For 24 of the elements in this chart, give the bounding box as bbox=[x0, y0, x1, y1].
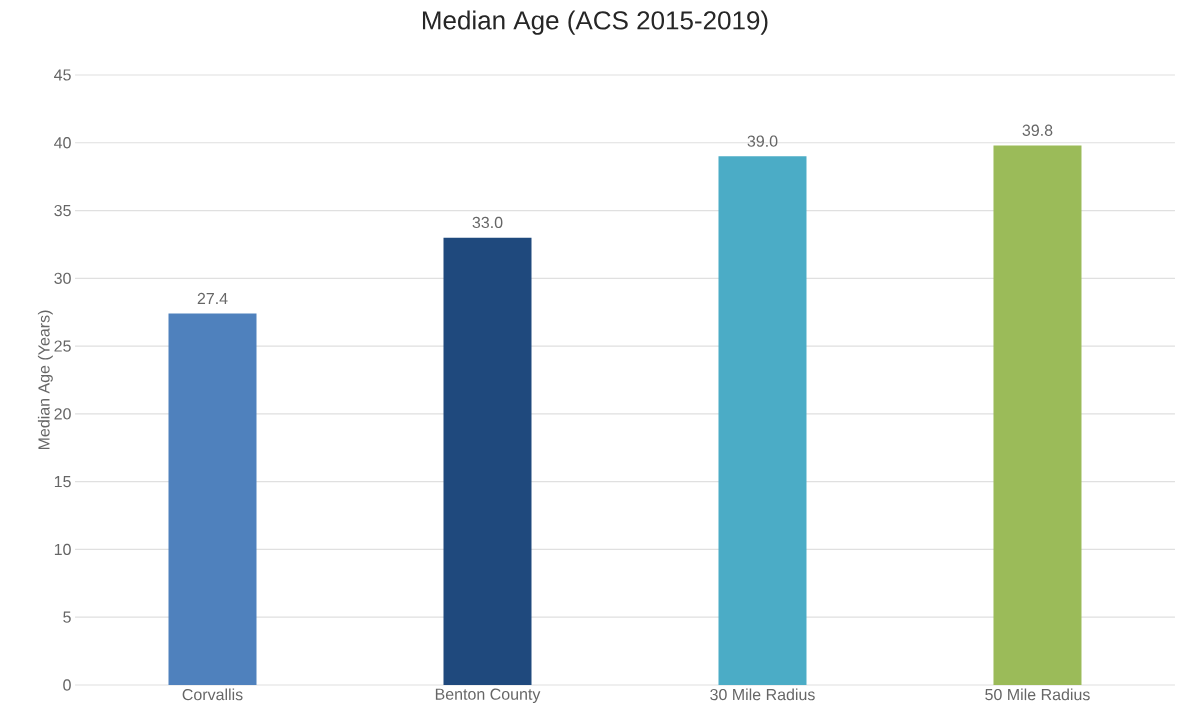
y-tick-label: 15 bbox=[54, 476, 71, 488]
bar bbox=[718, 156, 807, 685]
data-label: 33.0 bbox=[472, 216, 503, 229]
data-label: 27.4 bbox=[197, 292, 228, 305]
x-tick-label: Corvallis bbox=[182, 688, 243, 701]
data-label: 39.0 bbox=[747, 135, 778, 147]
chart-title: Median Age (ACS 2015-2019) bbox=[422, 10, 768, 35]
y-tick-label: 5 bbox=[63, 611, 71, 623]
y-tick-label: 20 bbox=[54, 408, 71, 420]
y-tick-label: 10 bbox=[54, 543, 71, 556]
y-tick-label: 45 bbox=[54, 69, 71, 81]
x-tick-label: 30 Mile Radius bbox=[710, 688, 815, 701]
bar bbox=[168, 313, 257, 685]
data-label: 39.8 bbox=[1022, 124, 1053, 136]
y-axis-title: Median Age (Years) bbox=[37, 310, 53, 450]
x-tick-label: 50 Mile Radius bbox=[985, 688, 1090, 701]
y-tick-label: 35 bbox=[54, 204, 71, 217]
y-tick-label: 40 bbox=[54, 137, 71, 149]
y-tick-label: 0 bbox=[63, 679, 71, 691]
y-tick-label: 25 bbox=[54, 340, 71, 352]
y-tick-label: 30 bbox=[54, 272, 71, 284]
bar bbox=[993, 145, 1082, 685]
x-tick-label: Benton County bbox=[435, 688, 541, 704]
bar bbox=[443, 237, 532, 685]
